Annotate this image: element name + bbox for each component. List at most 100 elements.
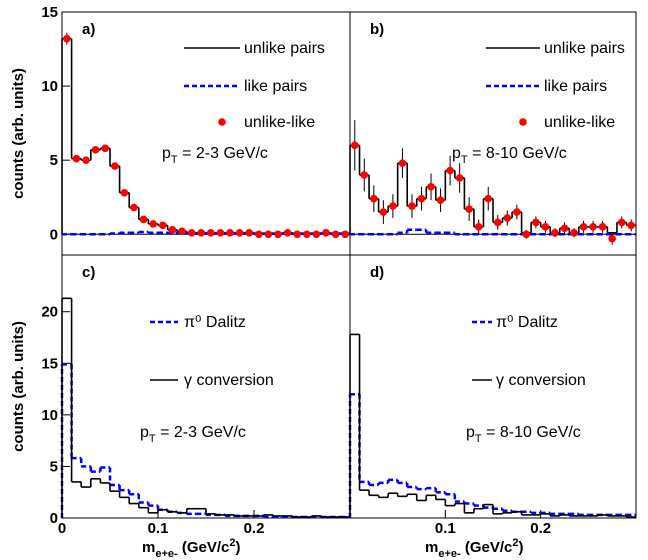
data-point bbox=[570, 228, 578, 237]
data-point bbox=[541, 223, 550, 231]
x-axis-label-part: 2 bbox=[512, 537, 518, 549]
annotation-part: T bbox=[149, 433, 156, 445]
panel-label: b) bbox=[370, 21, 384, 38]
data-point bbox=[159, 221, 167, 230]
data-point bbox=[598, 223, 607, 231]
data-point bbox=[303, 230, 311, 239]
data-point bbox=[139, 215, 148, 224]
annotation-part: = 2-3 GeV/c bbox=[156, 424, 246, 441]
y-tick-label: 5 bbox=[50, 152, 58, 169]
x-axis-label-part: e+e- bbox=[438, 548, 461, 560]
data-point bbox=[503, 214, 512, 222]
data-point bbox=[360, 171, 369, 179]
data-point bbox=[312, 230, 321, 239]
x-tick-label: 0.1 bbox=[148, 520, 169, 537]
annotation-part: p bbox=[466, 424, 475, 441]
annotation-part: = 8-10 GeV/c bbox=[482, 424, 581, 441]
data-point bbox=[617, 218, 626, 227]
panel-frame bbox=[349, 254, 637, 519]
data-point bbox=[627, 221, 636, 230]
x-axis-label-part: 2 bbox=[229, 537, 235, 549]
x-axis-label: me+e- (GeV/c2) bbox=[142, 537, 240, 560]
y-tick-label: 15 bbox=[41, 355, 58, 372]
data-point bbox=[235, 228, 244, 237]
data-point bbox=[427, 183, 435, 191]
annotation: pT = 8-10 GeV/c bbox=[466, 424, 581, 445]
data-point bbox=[560, 224, 569, 233]
data-point bbox=[389, 202, 397, 210]
data-point bbox=[455, 174, 464, 182]
data-point bbox=[274, 230, 282, 239]
x-tick-label: 0.2 bbox=[244, 520, 265, 537]
data-point bbox=[322, 228, 330, 237]
data-point bbox=[341, 230, 350, 239]
annotation-part: T bbox=[461, 154, 468, 166]
data-point bbox=[436, 196, 445, 204]
panel-label: d) bbox=[370, 264, 384, 281]
x-tick-label: 0.2 bbox=[530, 520, 551, 537]
data-point bbox=[91, 145, 100, 154]
x-tick-label: 0 bbox=[58, 520, 66, 537]
y-axis-label: counts (arb. units) bbox=[10, 321, 27, 452]
data-point bbox=[608, 234, 616, 243]
y-tick-label: 20 bbox=[41, 304, 58, 321]
annotation-part: T bbox=[171, 154, 178, 166]
legend-label: unlike-like bbox=[544, 114, 615, 131]
legend-label: γ conversion bbox=[496, 372, 586, 389]
data-point bbox=[551, 228, 559, 237]
data-point bbox=[254, 230, 263, 239]
data-point bbox=[532, 218, 540, 227]
data-point bbox=[63, 34, 71, 43]
legend-label: like pairs bbox=[544, 78, 607, 95]
x-axis-label-part: (GeV/c bbox=[178, 539, 230, 556]
legend-label: like pairs bbox=[244, 78, 307, 95]
y-tick-label: 10 bbox=[41, 78, 58, 95]
annotation: pT = 2-3 GeV/c bbox=[140, 424, 246, 445]
data-point bbox=[484, 194, 493, 203]
data-point bbox=[589, 223, 597, 231]
legend-label: unlike pairs bbox=[544, 40, 625, 57]
y-axis-label: counts (arb. units) bbox=[10, 68, 27, 199]
data-point bbox=[216, 228, 225, 237]
data-point bbox=[197, 228, 205, 237]
x-axis-label-part: e+e- bbox=[155, 548, 178, 560]
data-point bbox=[111, 162, 119, 170]
data-point bbox=[226, 228, 234, 237]
legend-label: γ conversion bbox=[184, 372, 274, 389]
data-point bbox=[187, 228, 196, 237]
data-point bbox=[522, 230, 531, 239]
data-point bbox=[370, 194, 378, 203]
annotation: pT = 2-3 GeV/c bbox=[162, 145, 268, 166]
data-point bbox=[168, 226, 177, 234]
x-axis-label-part: ) bbox=[518, 539, 523, 556]
x-tick-label: 0.1 bbox=[435, 520, 456, 537]
data-point bbox=[120, 188, 129, 197]
data-point bbox=[264, 230, 273, 239]
y-tick-label: 5 bbox=[50, 458, 58, 475]
legend-label: unlike pairs bbox=[244, 40, 325, 57]
annotation-part: p bbox=[140, 424, 149, 441]
data-point bbox=[474, 223, 483, 231]
annotation-part: = 8-10 GeV/c bbox=[468, 145, 567, 162]
data-point bbox=[493, 218, 502, 227]
legend-label: π⁰ Dalitz bbox=[496, 314, 558, 331]
x-axis-label-part: (GeV/c bbox=[461, 539, 513, 556]
x-axis-label-part: ) bbox=[235, 539, 240, 556]
data-point bbox=[398, 159, 407, 167]
x-axis-label: me+e- (GeV/c2) bbox=[425, 537, 523, 560]
annotation-part: p bbox=[162, 145, 171, 162]
data-point bbox=[446, 166, 454, 175]
data-point bbox=[283, 228, 292, 237]
x-axis-label-part: m bbox=[425, 539, 438, 556]
data-point bbox=[408, 202, 416, 210]
data-point bbox=[379, 208, 388, 216]
legend-label: π⁰ Dalitz bbox=[184, 314, 246, 331]
data-point bbox=[207, 228, 215, 237]
data-point bbox=[178, 227, 186, 236]
legend-marker bbox=[218, 118, 226, 126]
y-tick-label: 0 bbox=[50, 510, 58, 527]
annotation: pT = 8-10 GeV/c bbox=[452, 145, 567, 166]
data-point bbox=[350, 141, 359, 150]
data-point bbox=[101, 144, 109, 153]
